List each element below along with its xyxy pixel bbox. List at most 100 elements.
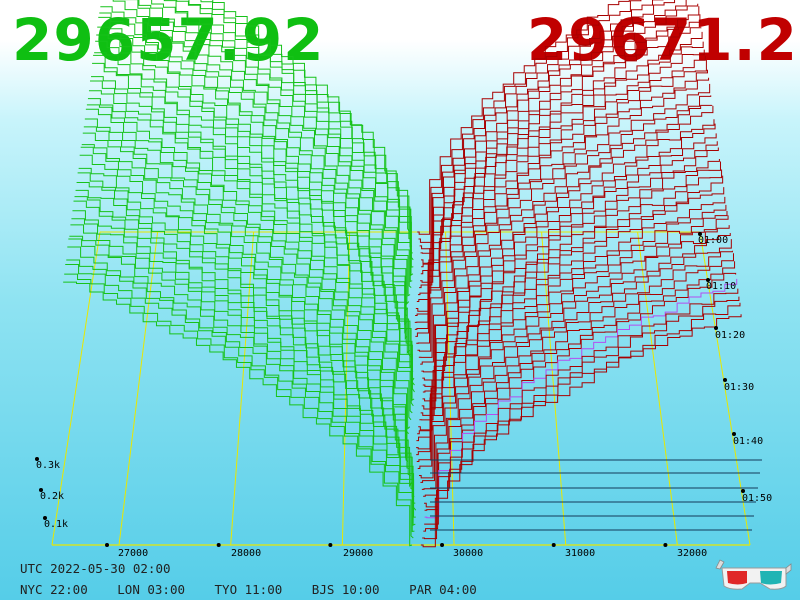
time-tick-marker xyxy=(732,432,736,436)
bjs-time: BJS 10:00 xyxy=(311,582,380,597)
time-tick-marker xyxy=(723,378,727,382)
bid-depth-line xyxy=(99,12,410,306)
ask-depth-line xyxy=(417,95,712,352)
bid-depth-line xyxy=(63,281,413,547)
bid-depth-line xyxy=(79,154,410,435)
ask-price: 29671.2 xyxy=(526,6,798,74)
floor-gridline xyxy=(118,231,159,546)
bid-depth-line xyxy=(97,26,408,316)
ask-depth-line xyxy=(416,210,728,456)
bid-depth-line xyxy=(71,218,414,490)
bid-depth-line xyxy=(188,0,413,248)
bid-depth-line xyxy=(88,90,414,373)
ask-depth-line xyxy=(423,253,734,497)
bid-depth-line xyxy=(200,0,411,240)
ask-depth-line xyxy=(423,296,740,532)
bid-depth-line xyxy=(81,144,412,421)
nyc-time: NYC 22:00 xyxy=(20,582,88,597)
bid-depth-line xyxy=(89,80,413,369)
x-tick-marker xyxy=(216,543,221,547)
x-tick-marker xyxy=(663,543,668,547)
bid-depth-line xyxy=(64,273,414,539)
bid-depth-line xyxy=(75,189,409,462)
time-tick-marker xyxy=(698,232,702,236)
bid-depth-line xyxy=(93,54,409,344)
bid-depth-line xyxy=(83,126,414,407)
ask-depth-line xyxy=(424,261,736,508)
bid-depth-line xyxy=(95,40,408,334)
bid-depth-line xyxy=(96,34,408,326)
ask-depth-line xyxy=(414,69,708,330)
ask-depth-line xyxy=(420,239,732,483)
x-tick-label: 27000 xyxy=(118,548,148,559)
floor-gridline xyxy=(541,231,567,546)
tyo-time: TYO 11:00 xyxy=(214,582,283,597)
bid-depth-line xyxy=(163,0,414,261)
ask-depth-line xyxy=(418,0,642,243)
bid-depth-line xyxy=(85,108,415,393)
time-tick-label: 01:00 xyxy=(698,235,728,246)
bid-depth-line xyxy=(98,16,409,311)
ask-depth-line xyxy=(416,41,704,303)
ask-depth-line xyxy=(417,0,630,235)
lon-time: LON 03:00 xyxy=(117,582,185,597)
bid-depth-line xyxy=(212,0,410,233)
bid-depth-line xyxy=(80,146,411,430)
depth-tick-marker xyxy=(39,488,43,492)
floor-gridline xyxy=(445,231,455,546)
time-tick-label: 01:20 xyxy=(715,330,745,341)
x-tick-marker xyxy=(440,543,445,547)
ask-depth-line xyxy=(418,104,713,358)
floor-right-edge xyxy=(699,231,751,546)
bid-depth-line xyxy=(76,182,408,459)
bid-depth-line xyxy=(176,0,413,254)
axis-labels: 27000 28000 29000 30000 31000 32000 0.1k… xyxy=(36,235,772,559)
ask-depth-line xyxy=(419,0,664,250)
time-tick-label: 01:10 xyxy=(706,281,736,292)
time-tick-marker xyxy=(714,326,718,330)
bid-depth-line xyxy=(84,118,415,402)
bid-depth-line xyxy=(87,98,415,384)
bid-depth-line xyxy=(77,172,408,448)
bid-depth-line xyxy=(66,259,416,526)
3d-glasses-icon[interactable] xyxy=(712,556,792,596)
ask-depth-line xyxy=(420,161,721,416)
depth-series xyxy=(63,0,762,548)
ask-depth-line xyxy=(418,233,731,479)
time-tick-label: 01:50 xyxy=(742,493,772,504)
utc-time: UTC 2022-05-30 02:00 xyxy=(20,561,171,576)
floor-grid xyxy=(51,231,751,546)
bid-depth-line xyxy=(112,0,412,289)
bid-depth-line xyxy=(78,167,409,442)
floor-gridline xyxy=(230,231,255,546)
x-tick-marker xyxy=(551,543,556,547)
bid-depth-line xyxy=(82,132,413,414)
x-tick-label: 29000 xyxy=(343,548,373,559)
x-tick-label: 30000 xyxy=(453,548,483,559)
x-tick-marker xyxy=(328,543,333,547)
ask-depth-line xyxy=(418,175,724,431)
bid-depth-line xyxy=(72,210,413,488)
x-tick-label: 31000 xyxy=(565,548,595,559)
bid-depth-line xyxy=(138,0,414,277)
bid-depth-line xyxy=(70,224,415,498)
depth-tick-label: 0.1k xyxy=(44,519,68,530)
ask-depth-line xyxy=(420,314,742,548)
ask-depth-line xyxy=(420,14,701,283)
depth-tick-label: 0.3k xyxy=(36,460,60,471)
bid-depth-line xyxy=(92,62,410,355)
bid-depth-line xyxy=(68,238,417,511)
tick-markers xyxy=(35,232,745,547)
time-tick-label: 01:40 xyxy=(733,436,763,447)
par-time: PAR 04:00 xyxy=(409,582,477,597)
depth-tick-label: 0.2k xyxy=(40,491,64,502)
bid-depth-line xyxy=(94,52,408,340)
ask-depth-line xyxy=(420,105,714,365)
time-tick-label: 01:30 xyxy=(724,382,754,393)
bid-depth-line xyxy=(69,235,416,504)
bid-depth-line xyxy=(125,0,413,283)
bid-depth-line xyxy=(100,6,411,297)
bid-depth-line xyxy=(151,0,414,268)
ask-depth-line xyxy=(421,250,733,490)
